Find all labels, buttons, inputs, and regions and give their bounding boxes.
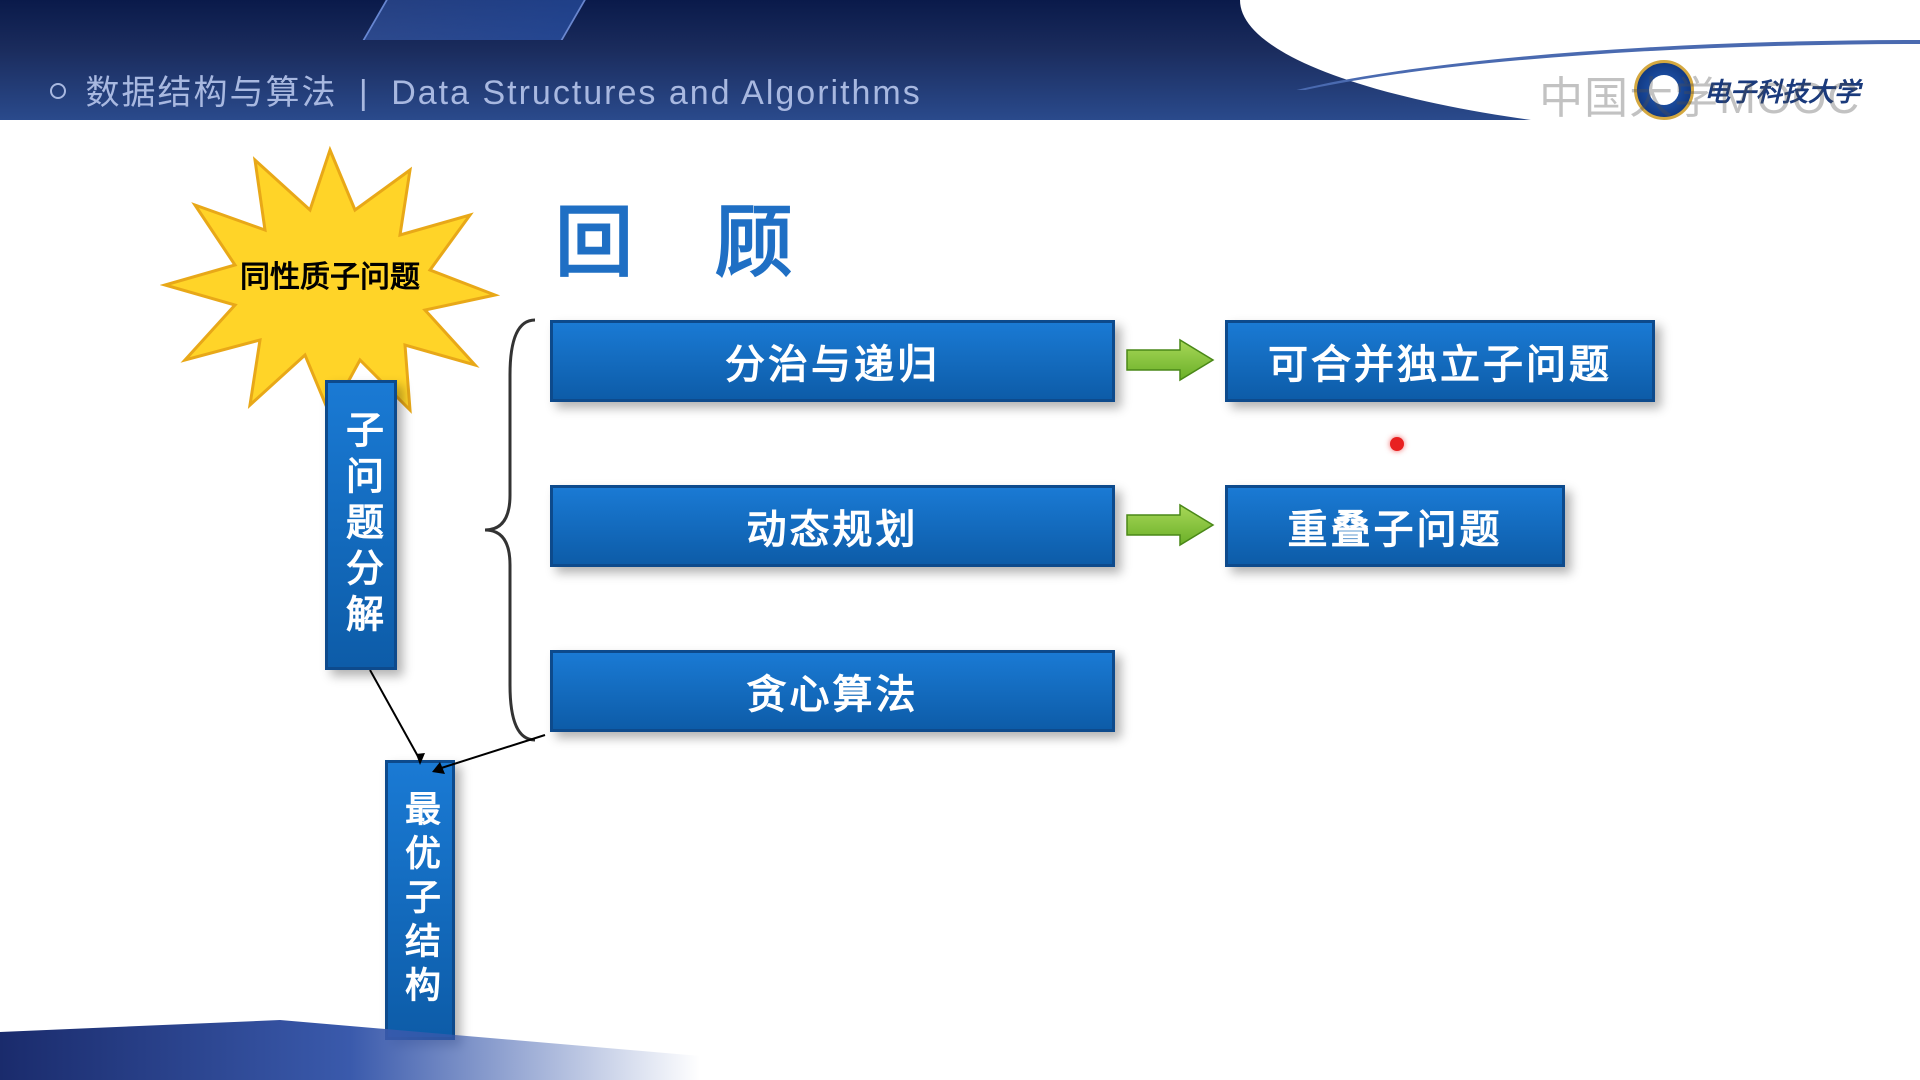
box-subproblem-decomp: 子问题分解: [325, 380, 397, 670]
course-name-en: Data Structures and Algorithms: [391, 74, 922, 112]
starburst-callout: 同性质子问题: [160, 140, 500, 420]
slide-content: 回 顾 同性质子问题 子问题分解 最优子结构 分治与递归 动态规划 贪心算法 可…: [0, 120, 1920, 1080]
box-greedy-algorithm: 贪心算法: [550, 650, 1115, 732]
header-decoration: [363, 0, 598, 40]
connector-lines: [360, 670, 550, 890]
starburst-label: 同性质子问题: [240, 252, 420, 296]
course-name-cn: 数据结构与算法: [85, 74, 337, 112]
laser-pointer-dot: [1390, 437, 1404, 451]
bullet-icon: [50, 83, 66, 99]
mooc-watermark: 中国大学MOOC: [1539, 62, 1860, 126]
box-dynamic-programming: 动态规划: [550, 485, 1115, 567]
arrow-icon-1: [1125, 338, 1215, 382]
course-title: 数据结构与算法 | Data Structures and Algorithms: [50, 65, 922, 114]
box-mergeable-subproblems: 可合并独立子问题: [1225, 320, 1655, 402]
arrow-icon-2: [1125, 503, 1215, 547]
slide-title: 回 顾: [555, 180, 823, 292]
box-divide-conquer: 分治与递归: [550, 320, 1115, 402]
box-overlapping-subproblems: 重叠子问题: [1225, 485, 1565, 567]
